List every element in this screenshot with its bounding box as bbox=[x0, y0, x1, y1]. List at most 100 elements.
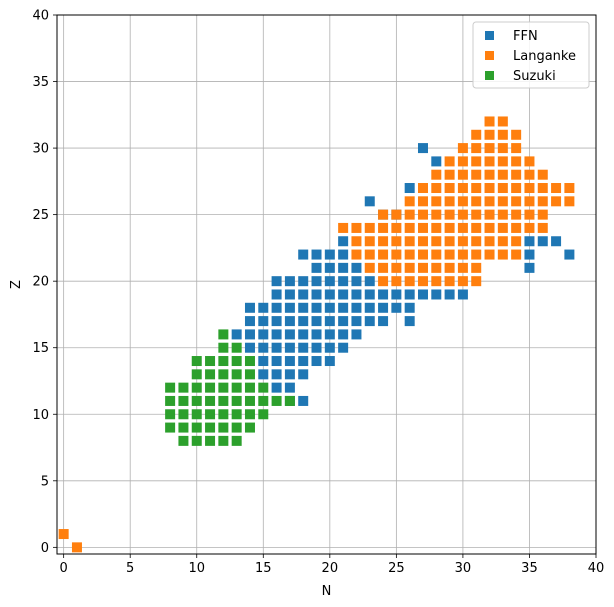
data-point bbox=[178, 409, 189, 420]
data-point bbox=[457, 209, 468, 220]
data-point bbox=[364, 316, 375, 327]
x-axis-label: N bbox=[322, 584, 332, 599]
data-point bbox=[311, 249, 322, 260]
data-point bbox=[205, 435, 216, 446]
data-point bbox=[324, 276, 335, 287]
data-point bbox=[191, 422, 202, 433]
data-point bbox=[497, 116, 508, 127]
data-point bbox=[444, 276, 455, 287]
data-point bbox=[457, 169, 468, 180]
data-point bbox=[364, 302, 375, 313]
data-point bbox=[564, 196, 575, 207]
data-point bbox=[524, 222, 535, 233]
plot-frame bbox=[56, 14, 597, 555]
data-point bbox=[378, 222, 389, 233]
data-point bbox=[404, 196, 415, 207]
data-point bbox=[298, 395, 309, 406]
data-point bbox=[298, 276, 309, 287]
data-point bbox=[391, 276, 402, 287]
data-point bbox=[231, 435, 242, 446]
data-point bbox=[191, 435, 202, 446]
data-point bbox=[205, 422, 216, 433]
data-point bbox=[417, 249, 428, 260]
data-point bbox=[391, 249, 402, 260]
data-point bbox=[471, 222, 482, 233]
data-point bbox=[205, 395, 216, 406]
data-point bbox=[378, 249, 389, 260]
data-point bbox=[497, 183, 508, 194]
data-point bbox=[457, 196, 468, 207]
data-point bbox=[484, 169, 495, 180]
data-point bbox=[524, 196, 535, 207]
data-point bbox=[178, 382, 189, 393]
x-tick-label: 30 bbox=[455, 561, 472, 576]
data-point bbox=[471, 169, 482, 180]
data-point bbox=[497, 196, 508, 207]
data-point bbox=[284, 342, 295, 353]
data-point bbox=[298, 342, 309, 353]
data-point bbox=[338, 222, 349, 233]
data-point bbox=[511, 169, 522, 180]
data-point bbox=[351, 329, 362, 340]
x-tick-label: 0 bbox=[60, 561, 68, 576]
data-point bbox=[231, 395, 242, 406]
data-point bbox=[551, 196, 562, 207]
data-point bbox=[404, 249, 415, 260]
data-point bbox=[564, 183, 575, 194]
data-point bbox=[537, 169, 548, 180]
data-point bbox=[537, 222, 548, 233]
data-point bbox=[271, 276, 282, 287]
data-point bbox=[178, 422, 189, 433]
data-point bbox=[165, 395, 176, 406]
data-point bbox=[271, 329, 282, 340]
data-point bbox=[444, 262, 455, 273]
data-point bbox=[524, 249, 535, 260]
data-point bbox=[511, 236, 522, 247]
data-point bbox=[178, 395, 189, 406]
data-points bbox=[58, 116, 575, 553]
data-point bbox=[378, 316, 389, 327]
data-point bbox=[284, 329, 295, 340]
data-point bbox=[404, 276, 415, 287]
data-point bbox=[298, 356, 309, 367]
data-point bbox=[457, 249, 468, 260]
data-point bbox=[511, 209, 522, 220]
legend: FFN Langanke Suzuki bbox=[472, 21, 590, 89]
data-point bbox=[511, 196, 522, 207]
data-point bbox=[484, 249, 495, 260]
data-point bbox=[471, 196, 482, 207]
data-point bbox=[524, 262, 535, 273]
data-point bbox=[298, 316, 309, 327]
data-point bbox=[284, 289, 295, 300]
data-point bbox=[71, 542, 82, 553]
data-point bbox=[404, 316, 415, 327]
data-point bbox=[431, 169, 442, 180]
data-point bbox=[431, 222, 442, 233]
data-point bbox=[244, 329, 255, 340]
data-point bbox=[324, 356, 335, 367]
data-point bbox=[311, 276, 322, 287]
data-point bbox=[351, 249, 362, 260]
data-point bbox=[284, 316, 295, 327]
data-point bbox=[524, 236, 535, 247]
data-point bbox=[431, 262, 442, 273]
data-point bbox=[338, 302, 349, 313]
data-point bbox=[351, 236, 362, 247]
data-point bbox=[364, 196, 375, 207]
data-point bbox=[218, 382, 229, 393]
data-point bbox=[191, 395, 202, 406]
data-point bbox=[258, 329, 269, 340]
data-point bbox=[404, 262, 415, 273]
data-point bbox=[244, 395, 255, 406]
data-point bbox=[324, 342, 335, 353]
data-point bbox=[417, 262, 428, 273]
data-point bbox=[444, 289, 455, 300]
data-point bbox=[431, 196, 442, 207]
data-point bbox=[484, 156, 495, 167]
data-point bbox=[457, 183, 468, 194]
data-point bbox=[218, 329, 229, 340]
data-point bbox=[417, 236, 428, 247]
data-point bbox=[391, 302, 402, 313]
y-tick-label: 20 bbox=[32, 275, 49, 290]
data-point bbox=[511, 249, 522, 260]
